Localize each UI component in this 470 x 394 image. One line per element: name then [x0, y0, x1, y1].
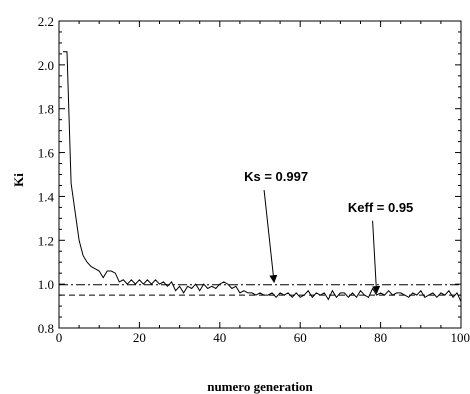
annotation-label: Ks = 0.997 [244, 169, 308, 184]
x-tick-label: 100 [451, 330, 470, 345]
x-tick-label: 0 [56, 330, 63, 345]
x-axis-title: numero generation [207, 379, 313, 394]
ticks [58, 20, 462, 329]
x-tick-label: 20 [133, 330, 146, 345]
annotation-arrow [372, 220, 381, 295]
y-tick-label: 0.8 [38, 321, 54, 336]
y-tick-label: 2.2 [38, 14, 54, 29]
y-axis-title: Ki [11, 173, 26, 187]
x-tick-label: 80 [374, 330, 387, 345]
tick-labels: 0 20 40 60 80 100 0.8 1.0 1.2 1.4 1.6 1.8 2.0 2.2 [38, 14, 470, 345]
y-tick-label: 1.6 [38, 146, 55, 161]
y-tick-label: 1.4 [38, 189, 55, 204]
y-tick-label: 2.0 [38, 58, 54, 73]
series-line [63, 51, 462, 302]
y-tick-label: 1.0 [38, 277, 54, 292]
x-tick-label: 40 [213, 330, 226, 345]
reference-lines [59, 284, 461, 296]
x-tick-label: 60 [294, 330, 307, 345]
annotation-label: Keff = 0.95 [348, 200, 413, 215]
y-tick-label: 1.2 [38, 233, 54, 248]
annotations: Ks = 0.997 Keff = 0.95 [244, 169, 413, 295]
y-tick-label: 1.8 [38, 102, 54, 117]
series [63, 51, 462, 302]
annotation-arrow [263, 190, 278, 284]
